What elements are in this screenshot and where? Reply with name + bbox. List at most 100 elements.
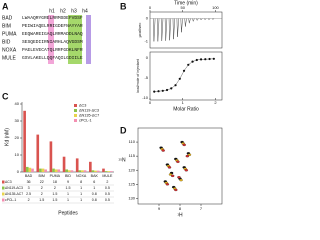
tick-label: 1 bbox=[182, 100, 185, 105]
bar bbox=[104, 171, 108, 172]
helix-label: h3 bbox=[71, 8, 77, 14]
data-point bbox=[182, 69, 186, 72]
bar bbox=[54, 169, 58, 172]
tick-label: -1 bbox=[144, 38, 148, 43]
bar bbox=[96, 170, 100, 172]
tick-label: 50 bbox=[181, 5, 186, 10]
table-cell: 0.5 bbox=[105, 198, 110, 202]
injection-peak bbox=[192, 18, 195, 22]
protein-name: PUMA bbox=[2, 31, 17, 37]
bar bbox=[41, 168, 45, 172]
bar bbox=[52, 168, 55, 172]
plot-frame bbox=[149, 51, 223, 101]
sequence: EEQWAREIGAQLRRMADDLNAQ bbox=[22, 31, 83, 37]
tick-label: 40 bbox=[15, 101, 20, 106]
axis-title: Peptides bbox=[58, 210, 78, 216]
data-point bbox=[199, 58, 203, 61]
tick-label: 100 bbox=[212, 5, 219, 10]
figure: A B C D h1 h2 h3 h4 BAD LWAAQRYGRELRRMSDEFVDS… bbox=[0, 0, 231, 219]
x-tick-label: NOXA bbox=[76, 174, 87, 178]
tick-label: 7 bbox=[200, 206, 203, 211]
injection-peak bbox=[157, 18, 160, 42]
table-cell: 22 bbox=[40, 180, 44, 184]
legend-swatch bbox=[74, 119, 77, 122]
table-cell: 2 bbox=[54, 186, 56, 190]
helix-label: h2 bbox=[60, 8, 66, 14]
table-cell: 36 bbox=[27, 180, 31, 184]
bar bbox=[89, 161, 92, 172]
injection-peak bbox=[153, 18, 156, 42]
table-cell: 0.8 bbox=[92, 192, 97, 196]
bar bbox=[62, 156, 66, 172]
tick-label: 30 bbox=[15, 118, 20, 123]
bar bbox=[68, 170, 71, 172]
bar bbox=[57, 169, 61, 172]
bar bbox=[78, 170, 82, 172]
panel-label: C bbox=[2, 91, 9, 101]
tick-label: 0 bbox=[17, 169, 20, 174]
bar bbox=[36, 134, 40, 172]
nmr-peak bbox=[184, 169, 188, 172]
table-cell: 2 bbox=[41, 192, 43, 196]
bar bbox=[102, 168, 105, 172]
helix-label: h4 bbox=[82, 8, 88, 14]
table-cell: 2 bbox=[106, 180, 108, 184]
tick-label: 115 bbox=[129, 153, 136, 158]
table-row-name: cPCL-1 bbox=[5, 198, 16, 202]
table-swatch bbox=[2, 198, 5, 202]
bar bbox=[110, 171, 113, 172]
injection-peak bbox=[184, 18, 187, 27]
x-tick-label: PUMA bbox=[50, 174, 61, 178]
legend-label: cPCL-1 bbox=[79, 119, 92, 123]
data-point bbox=[165, 88, 169, 92]
helix-label: h1 bbox=[49, 8, 55, 14]
nmr-peak bbox=[176, 160, 180, 163]
highlight bbox=[48, 15, 54, 64]
protein-name: MULE bbox=[2, 55, 17, 61]
tick-label: 0 bbox=[146, 16, 149, 21]
tick-label: 125 bbox=[128, 181, 135, 186]
panel-label: B bbox=[120, 1, 127, 11]
table-cell: 2 bbox=[41, 186, 43, 190]
injection-peak bbox=[160, 18, 164, 41]
injection-peak bbox=[196, 18, 199, 21]
background bbox=[0, 0, 231, 219]
table-cell: 1.5 bbox=[52, 192, 57, 196]
table-row-name: ΔN119-ΔC3 bbox=[5, 186, 23, 190]
table-row-name: ΔN135-ΔC7 bbox=[5, 192, 23, 196]
bar bbox=[39, 168, 42, 172]
axis-title: Time (min) bbox=[174, 0, 198, 6]
table-row-name: ΔC3 bbox=[5, 180, 12, 184]
table-swatch bbox=[2, 192, 5, 196]
table-cell: 1 bbox=[80, 186, 82, 190]
table-cell: 0.8 bbox=[92, 198, 97, 202]
sequence: GSVLAKELLQQFAQILGDIILE bbox=[22, 55, 83, 61]
table-cell: 1.5 bbox=[52, 198, 57, 202]
injection-peak bbox=[168, 18, 172, 41]
injection-peak bbox=[164, 18, 168, 41]
nmr-peak bbox=[177, 176, 181, 179]
bar bbox=[28, 167, 32, 172]
table-cell: 1.5 bbox=[39, 198, 44, 202]
table-cell: 0.5 bbox=[105, 186, 110, 190]
bar bbox=[75, 158, 79, 172]
tick-label: -10 bbox=[142, 95, 149, 100]
sequence: PAELEVECATQLRRFGDKLNFR bbox=[22, 47, 83, 53]
data-point bbox=[195, 58, 198, 62]
x-tick-label: BIM bbox=[39, 174, 45, 178]
data-point bbox=[170, 87, 173, 90]
axis-title: Kd (nM) bbox=[4, 128, 10, 146]
axis-title: ¹H bbox=[177, 212, 183, 218]
panel-label: A bbox=[2, 1, 9, 11]
axis-title: kcal/mole of injectant bbox=[136, 59, 140, 93]
tick-label: 20 bbox=[15, 135, 20, 140]
table-cell: 3 bbox=[28, 186, 30, 190]
table-swatch bbox=[2, 180, 5, 184]
data-point bbox=[204, 58, 207, 61]
x-tick-label: MULE bbox=[102, 174, 113, 178]
table-swatch bbox=[2, 186, 5, 190]
tick-label: 130 bbox=[128, 195, 135, 200]
legend-swatch bbox=[74, 109, 77, 112]
x-tick-label: BAK bbox=[91, 174, 99, 178]
nmr-peak bbox=[179, 178, 183, 182]
